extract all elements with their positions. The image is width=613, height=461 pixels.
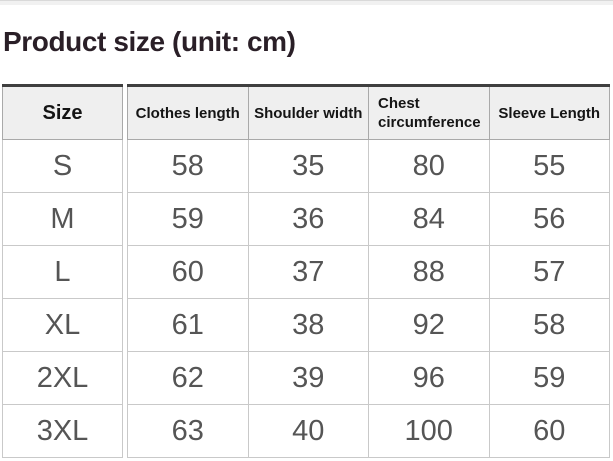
table-row: XL [2,298,123,352]
table-row: 2XL [2,351,123,405]
table-row: L [2,245,123,299]
table-row: M [2,192,123,246]
value-cell: 36 [247,192,369,246]
value-cell: 38 [247,298,369,352]
column-header-clothes-length: Clothes length [127,85,249,140]
header-row: Size [2,85,123,140]
size-cell: M [2,192,123,246]
size-cell: L [2,245,123,299]
page-title: Product size (unit: cm) [3,26,296,57]
table-row: 3XL [2,404,123,458]
size-cell: 2XL [2,351,123,405]
column-header-shoulder-width: Shoulder width [247,85,369,140]
value-cell: 100 [368,404,490,458]
value-cell: 40 [247,404,369,458]
column-header-sleeve-length: Sleeve Length [488,85,610,140]
value-cell: 56 [488,192,610,246]
value-cell: 58 [488,298,610,352]
value-cell: 60 [488,404,610,458]
value-cell: 88 [368,245,490,299]
value-cell: 58 [127,139,249,193]
table-row: 58 35 80 55 [127,139,610,193]
value-cell: 39 [247,351,369,405]
size-cell: XL [2,298,123,352]
value-cell: 92 [368,298,490,352]
size-cell: 3XL [2,404,123,458]
value-cell: 62 [127,351,249,405]
size-cell: S [2,139,123,193]
value-cell: 59 [127,192,249,246]
value-cell: 80 [368,139,490,193]
size-table: Size S M L XL 2XL 3XL Clothes length Sho… [2,84,610,458]
value-cell: 57 [488,245,610,299]
value-cell: 59 [488,351,610,405]
table-row: S [2,139,123,193]
value-cell: 35 [247,139,369,193]
value-cell: 84 [368,192,490,246]
table-row: 62 39 96 59 [127,351,610,405]
value-cell: 63 [127,404,249,458]
value-cell: 61 [127,298,249,352]
value-cell: 96 [368,351,490,405]
value-cell: 37 [247,245,369,299]
table-row: 60 37 88 57 [127,245,610,299]
top-divider [0,0,613,5]
value-cell: 60 [127,245,249,299]
table-row: 63 40 100 60 [127,404,610,458]
column-header-size: Size [2,85,123,140]
measurements-table: Clothes length Shoulder width Chest circ… [127,84,610,458]
table-row: 59 36 84 56 [127,192,610,246]
value-cell: 55 [488,139,610,193]
table-row: 61 38 92 58 [127,298,610,352]
header-row: Clothes length Shoulder width Chest circ… [127,85,610,140]
size-column-table: Size S M L XL 2XL 3XL [2,84,123,458]
column-header-chest-circumference: Chest circumference [368,85,490,140]
